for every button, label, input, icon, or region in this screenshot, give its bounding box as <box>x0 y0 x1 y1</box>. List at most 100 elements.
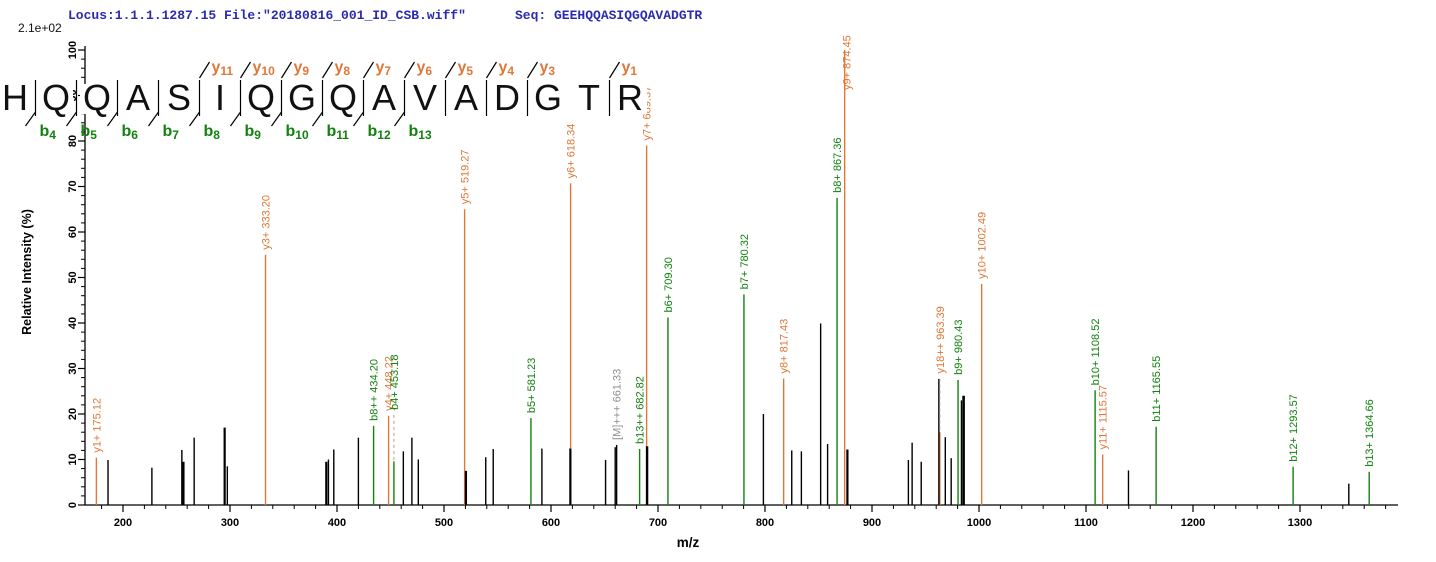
peak-annotation-label: y5+ 519.27 <box>460 150 472 205</box>
b-ion-slash <box>25 111 36 127</box>
y-tick-label: 10 <box>67 453 79 465</box>
b-ion-ladder-label: b9 <box>245 123 262 142</box>
b-ion-subscript: 8 <box>213 128 220 142</box>
b-ion-slash <box>312 111 323 127</box>
y-ion-slash <box>485 61 498 79</box>
b-ion-subscript: 11 <box>336 128 349 142</box>
peak-annotation-label: b8++ 434.20 <box>369 359 381 421</box>
peak-annotation-label: y4+ 448.22 <box>384 356 396 411</box>
b-ion-letter: b <box>204 123 214 140</box>
peak-annotation-label: y8+ 817.43 <box>779 319 791 374</box>
y-ion-letter: y <box>622 59 631 76</box>
y-ion-ladder-label: y4 <box>499 59 515 78</box>
x-tick-label: 200 <box>114 517 132 529</box>
peak-annotation-label: b8+ 867.36 <box>832 138 844 193</box>
residue-letter: A <box>126 77 150 118</box>
peak-annotation-label: y10+ 1002.49 <box>977 212 989 279</box>
peak-annotation-label: b4+ 453.18 <box>389 355 401 410</box>
residue-letter: G <box>288 77 316 118</box>
peak-annotation-label: b13+ 1364.66 <box>1364 399 1376 467</box>
y-ion-ladder-label: y1 <box>622 59 638 78</box>
residue-backdrop <box>285 84 319 114</box>
x-tick-label: 700 <box>649 517 667 529</box>
peaks-group: y1+ 175.12 y3+ 333.20 b8++ 434.20 y4+ 448.2… <box>91 35 1376 505</box>
peak-annotation-label: b7+ 780.32 <box>739 234 751 289</box>
y-axis-title: Relative Intensity (%) <box>20 209 34 335</box>
b-ion-slash <box>189 111 200 127</box>
b-ion-letter: b <box>409 123 419 140</box>
y-ion-subscript: 11 <box>220 64 233 78</box>
residue-backdrop <box>613 84 647 114</box>
b-ion-slash <box>271 111 282 127</box>
y-ion-slash <box>321 61 334 79</box>
x-tick-label: 1200 <box>1181 517 1205 529</box>
residue-letter: V <box>413 77 437 118</box>
b-ion-subscript: 13 <box>418 128 432 142</box>
peak-annotation-label: [M]+++ 661.33 <box>612 369 624 440</box>
base-peak-intensity-label: 2.1e+02 <box>18 21 62 35</box>
peak-annotation-label: b6+ 709.30 <box>663 257 675 312</box>
sequence-header-label: Seq: GEEHQQASIQGQAVADGTR <box>515 8 703 23</box>
residue-letter: D <box>494 77 520 118</box>
b-ion-slash <box>353 111 364 127</box>
y-ion-letter: y <box>540 59 549 76</box>
residue-letter: S <box>167 77 191 118</box>
b-ion-slash <box>107 111 118 127</box>
b-ion-ladder-label: b8 <box>204 123 221 142</box>
b-ion-letter: b <box>245 123 255 140</box>
b-ion-subscript: 5 <box>90 128 97 142</box>
residue-letter: Q <box>83 77 111 118</box>
y-ion-letter: y <box>499 59 508 76</box>
y-ion-letter: y <box>294 59 303 76</box>
residue-letter: Q <box>329 77 357 118</box>
peak-annotation-label: y9+ 874.45 <box>842 35 854 90</box>
y-ion-letter: y <box>458 59 467 76</box>
y-ion-ladder-label: y7 <box>376 59 392 78</box>
y-ion-ladder-label: y6 <box>417 59 433 78</box>
residue-backdrop <box>162 84 196 114</box>
b-ion-letter: b <box>286 123 296 140</box>
y-ion-ladder-label: y11 <box>212 59 234 78</box>
peak-annotation-label: b11+ 1165.55 <box>1151 356 1163 422</box>
residue-backdrop <box>449 84 483 114</box>
y-ion-subscript: 10 <box>261 64 275 78</box>
y-ion-slash <box>280 61 293 79</box>
y-tick-label: 100 <box>67 41 79 59</box>
b-ion-ladder-label: b13 <box>409 123 432 142</box>
x-tick-label: 900 <box>863 517 881 529</box>
residue-letter: H <box>2 77 28 118</box>
peak-annotation-label: b13++ 682.82 <box>635 376 647 444</box>
x-tick-label: 800 <box>756 517 774 529</box>
residue-backdrop <box>572 84 606 114</box>
peak-annotation-label: y11+ 1115.57 <box>1098 385 1110 450</box>
peak-annotation-label: b10+ 1108.52 <box>1090 319 1102 386</box>
y-ion-slash <box>239 61 252 79</box>
sequence-ladder: H Q Q A S I Q G Q A V A D G T Rb4 b5 b6 b7y11b8y10b9y9b10y… <box>0 59 647 142</box>
b-ion-subscript: 10 <box>295 128 309 142</box>
b-ion-letter: b <box>327 123 337 140</box>
y-tick-label: 0 <box>67 502 79 508</box>
y-ion-ladder-label: y5 <box>458 59 474 78</box>
x-axis-title: m/z <box>677 535 700 550</box>
x-tick-label: 400 <box>328 517 346 529</box>
b-ion-letter: b <box>122 123 132 140</box>
b-ion-ladder-label: b4 <box>40 123 57 142</box>
b-ion-subscript: 12 <box>377 128 391 142</box>
y-ion-ladder-label: y9 <box>294 59 310 78</box>
y-ion-letter: y <box>376 59 385 76</box>
b-ion-ladder-label: b6 <box>122 123 139 142</box>
y-ion-ladder-label: y3 <box>540 59 556 78</box>
y-tick-label: 30 <box>67 362 79 374</box>
residue-backdrop <box>367 84 401 114</box>
peak-annotation-label: b9+ 980.43 <box>953 320 965 375</box>
b-ion-slash <box>394 111 405 127</box>
residue-letter: Q <box>247 77 275 118</box>
residue-backdrop <box>531 84 565 114</box>
residue-backdrop <box>39 84 73 114</box>
residue-letter: T <box>578 77 600 118</box>
b-ion-letter: b <box>163 123 173 140</box>
residue-backdrop <box>0 84 32 114</box>
residue-letter: A <box>454 77 478 118</box>
x-tick-label: 300 <box>221 517 239 529</box>
y-tick-label: 80 <box>67 135 79 147</box>
